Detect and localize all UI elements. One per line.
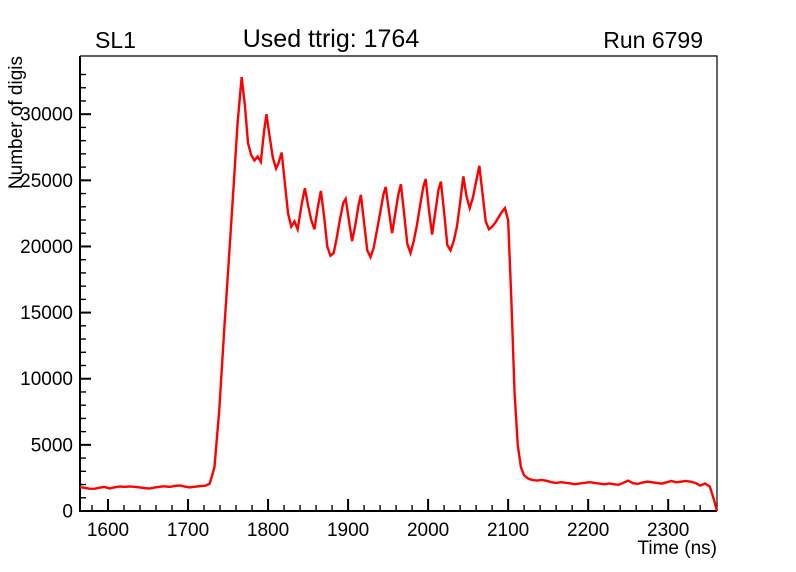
y-tick-label: 30000 <box>20 105 73 126</box>
y-tick-label: 10000 <box>20 369 73 390</box>
y-tick-label: 25000 <box>20 171 73 192</box>
y-tick-label: 0 <box>62 502 73 523</box>
superlayer-label: SL1 <box>95 27 136 53</box>
x-axis-title: Time (ns) <box>637 538 717 559</box>
plot-title: Used ttrig: 1764 <box>242 25 420 53</box>
x-tick-label: 1800 <box>247 520 289 541</box>
x-tick-label: 2100 <box>487 520 529 541</box>
x-tick-label: 1900 <box>327 520 369 541</box>
axis-lines <box>79 56 717 512</box>
y-tick-label: 15000 <box>20 303 73 324</box>
y-tick-label: 5000 <box>31 435 73 456</box>
x-tick-label: 1600 <box>87 520 129 541</box>
y-tick-label: 20000 <box>20 237 73 258</box>
data-line-number-of-digis <box>79 77 719 512</box>
run-number-label: Run 6799 <box>603 27 703 53</box>
x-tick-label: 2200 <box>567 520 609 541</box>
x-tick-label: 1700 <box>167 520 209 541</box>
x-tick-label: 2000 <box>407 520 449 541</box>
frame-top-right <box>80 55 718 511</box>
x-tick-label: 2300 <box>647 520 689 541</box>
